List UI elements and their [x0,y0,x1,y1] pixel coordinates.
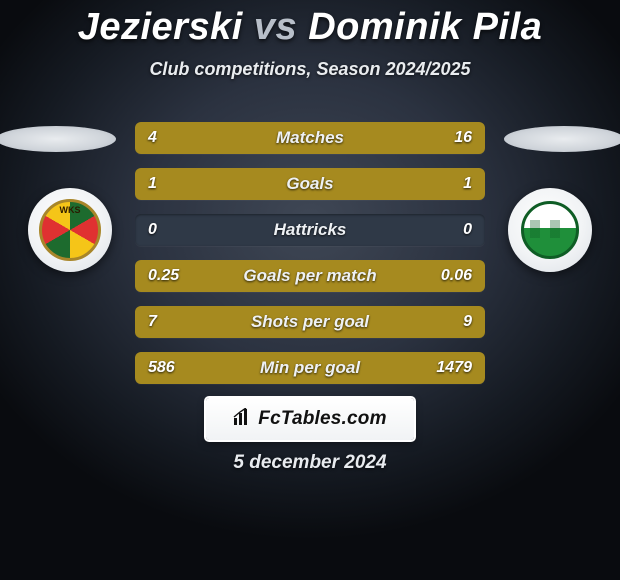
player1-photo-placeholder [0,126,116,152]
title-vs: vs [254,6,297,48]
stat-value-right: 16 [441,122,485,154]
stat-label: Hattricks [135,214,485,246]
stat-row: 11Goals [135,168,485,200]
lechia-gdansk-crest [508,188,592,272]
title-player1: Jezierski [78,6,243,48]
stat-value-left: 586 [135,352,188,384]
stat-row: 5861479Min per goal [135,352,485,384]
slask-wroclaw-crest [28,188,112,272]
stat-value-right: 1 [450,168,485,200]
stat-value-left: 1 [135,168,170,200]
stat-row: 0 0Hattricks [135,214,485,246]
crest-inner [521,201,579,259]
stat-value-right: 0.06 [428,260,485,292]
date-label: 5 december 2024 [0,452,620,474]
player2-photo-placeholder [504,126,620,152]
stat-row: 416Matches [135,122,485,154]
bar-chart-icon [233,408,251,430]
stat-row: 79Shots per goal [135,306,485,338]
stat-row: 0.250.06Goals per match [135,260,485,292]
stat-value-right: 1479 [423,352,485,384]
page-title: Jezierski vs Dominik Pila [0,0,620,49]
stat-value-left: 0.25 [135,260,192,292]
stat-value-left: 4 [135,122,170,154]
comparison-card: Jezierski vs Dominik Pila Club competiti… [0,0,620,580]
subtitle: Club competitions, Season 2024/2025 [0,59,620,80]
branding-text: FcTables.com [258,408,386,430]
title-player2: Dominik Pila [308,6,542,48]
stats-container: 416Matches11Goals00Hattricks0.250.06Goal… [135,122,485,384]
crest-inner [39,199,101,261]
stat-value-left: 0 [135,214,170,246]
fctables-branding[interactable]: FcTables.com [206,398,414,440]
stat-value-right: 9 [450,306,485,338]
stat-value-left: 7 [135,306,170,338]
stat-value-right: 0 [450,214,485,246]
